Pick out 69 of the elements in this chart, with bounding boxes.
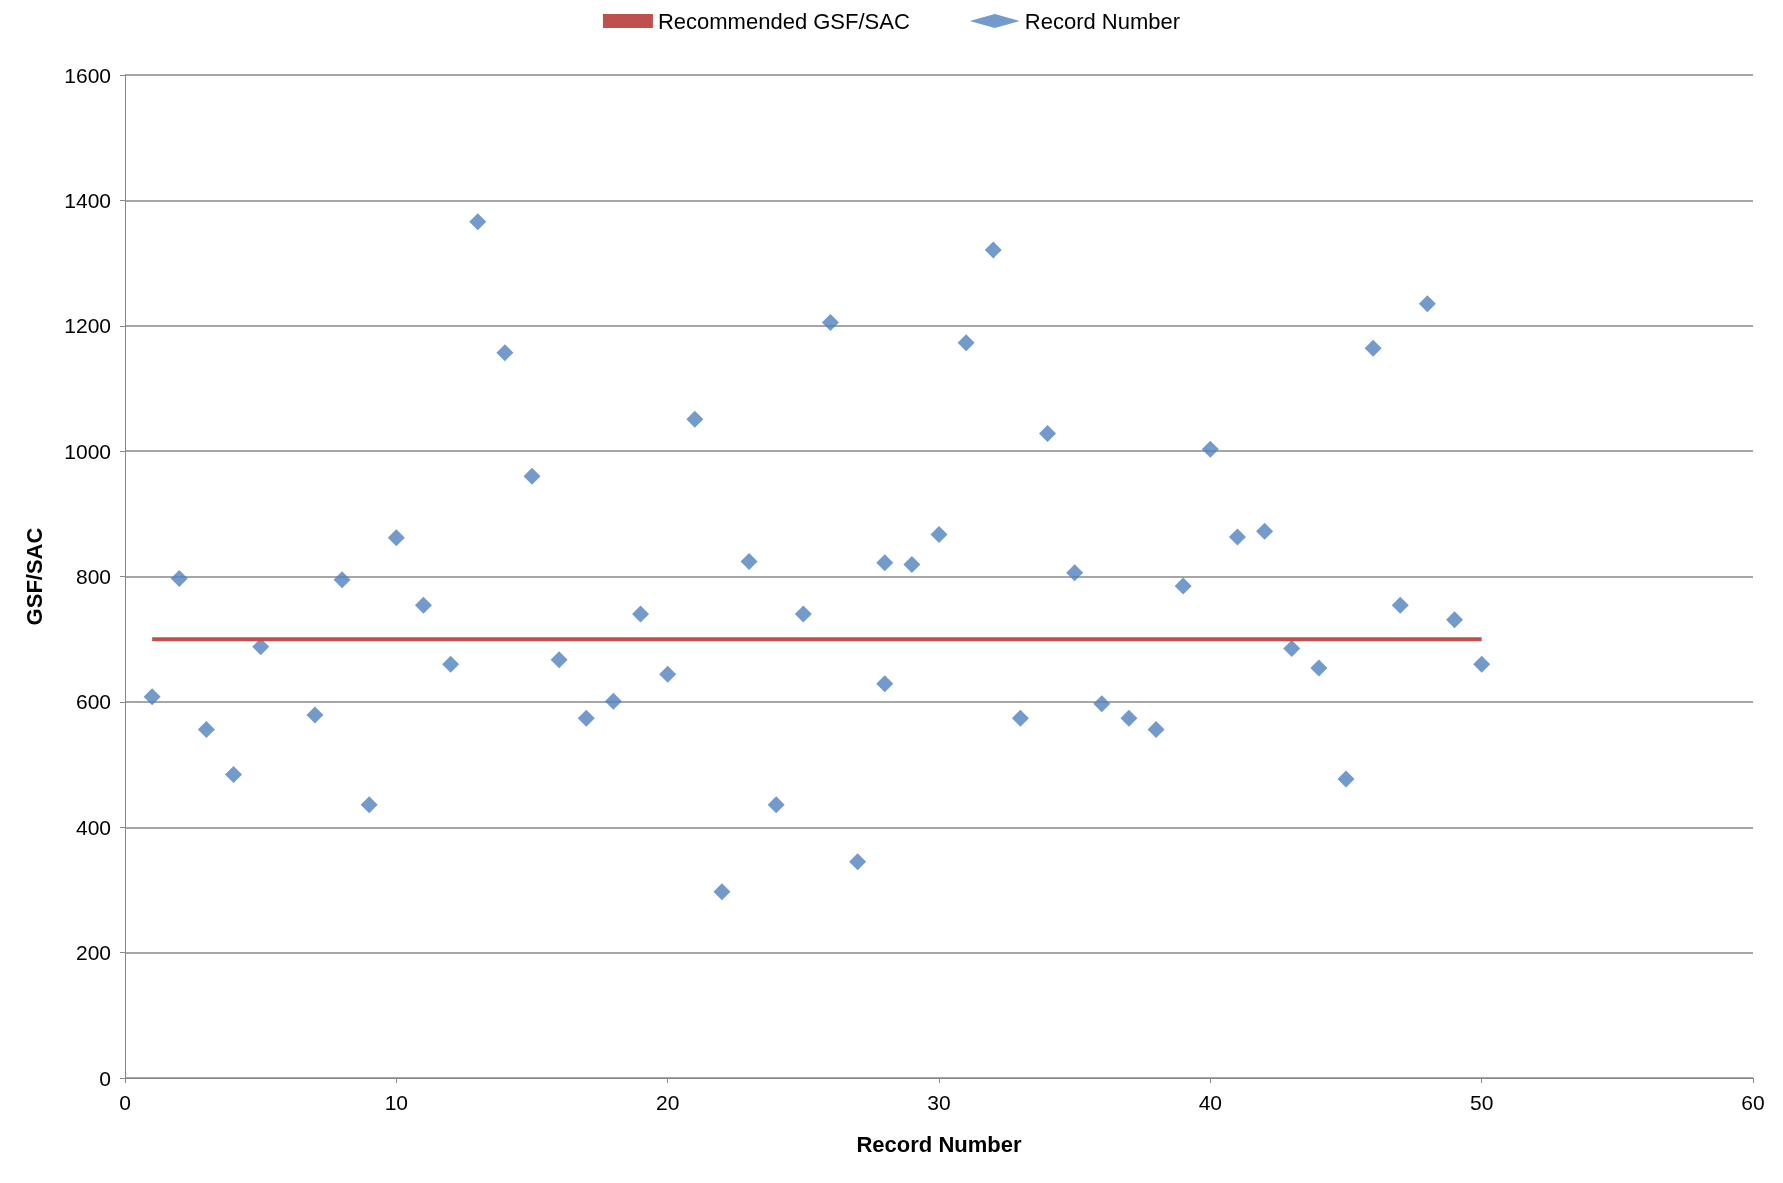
point xyxy=(143,688,161,706)
point xyxy=(1039,425,1057,443)
point xyxy=(876,675,894,693)
point xyxy=(632,605,650,623)
point xyxy=(1473,655,1491,673)
point xyxy=(1446,611,1464,629)
point xyxy=(876,554,894,572)
point xyxy=(1093,695,1111,713)
point xyxy=(1228,528,1246,546)
point xyxy=(333,571,351,589)
point xyxy=(1201,440,1219,458)
y-tick-label: 600 xyxy=(75,690,111,714)
point xyxy=(930,526,948,543)
point xyxy=(1174,577,1192,595)
y-tick-label: 800 xyxy=(75,565,111,588)
point xyxy=(686,410,704,428)
point xyxy=(1011,709,1029,727)
x-tick-label: 60 xyxy=(1741,1091,1765,1114)
point xyxy=(659,665,677,683)
y-tick-label: 1400 xyxy=(64,188,111,212)
point xyxy=(903,556,921,574)
point xyxy=(604,692,622,710)
point xyxy=(1066,564,1084,582)
y-tick-label: 200 xyxy=(75,941,111,965)
point xyxy=(821,314,839,332)
point xyxy=(496,344,514,362)
point xyxy=(1283,640,1301,658)
x-tick-label: 0 xyxy=(119,1091,131,1114)
y-tick-label: 1600 xyxy=(64,63,111,87)
point xyxy=(984,241,1002,259)
point xyxy=(1147,720,1165,738)
legend-label: Record Number xyxy=(1024,8,1181,34)
point xyxy=(713,883,731,901)
x-tick-label: 20 xyxy=(655,1091,680,1114)
x-axis-title: Record Number xyxy=(856,1131,1022,1157)
y-axis-title: GSF/SAC xyxy=(21,527,47,626)
point xyxy=(957,334,975,352)
y-tick-label: 1200 xyxy=(64,314,111,338)
point xyxy=(1256,522,1274,540)
point xyxy=(170,569,188,587)
point xyxy=(550,651,568,669)
x-tick-label: 30 xyxy=(927,1091,951,1114)
point xyxy=(306,706,324,724)
point xyxy=(767,796,785,814)
point xyxy=(577,709,595,727)
point xyxy=(849,853,867,871)
point xyxy=(523,467,541,485)
point xyxy=(197,720,215,738)
point xyxy=(794,605,812,623)
x-tick-label: 40 xyxy=(1198,1091,1223,1114)
point xyxy=(360,796,378,814)
point xyxy=(1310,659,1328,677)
y-tick-label: 400 xyxy=(75,815,111,839)
x-tick-label: 10 xyxy=(384,1091,409,1114)
point xyxy=(387,529,405,547)
point xyxy=(469,213,487,231)
point xyxy=(1337,770,1355,788)
point xyxy=(225,766,243,784)
point xyxy=(414,596,432,614)
point xyxy=(1120,709,1138,727)
legend-label: Recommended GSF/SAC xyxy=(657,8,910,34)
point xyxy=(1391,596,1409,614)
point xyxy=(740,552,758,570)
y-tick-label: 1000 xyxy=(64,439,111,463)
x-tick-label: 50 xyxy=(1469,1091,1494,1114)
y-tick-label: 0 xyxy=(99,1066,111,1090)
point xyxy=(1418,295,1436,313)
point xyxy=(1364,339,1382,357)
point xyxy=(442,655,460,673)
